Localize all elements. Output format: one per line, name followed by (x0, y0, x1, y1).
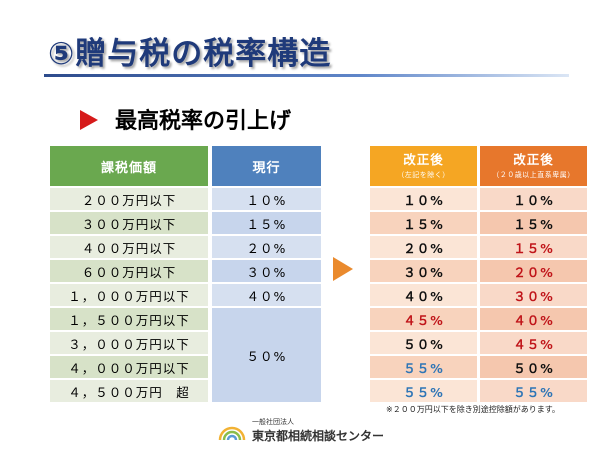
current-rate-cell: ４０% (212, 284, 321, 306)
revised-general-rate-cell: ３０% (370, 260, 480, 282)
amount-cell: ４，５００万円 超 (50, 380, 212, 402)
header-current-rate: 現行 (212, 146, 321, 186)
table-row: ３００万円以下 １５% (50, 212, 321, 234)
table-row: １５% １５% (370, 212, 587, 234)
revised-lineal-rate-cell: ５０% (480, 356, 587, 378)
revised-general-rate-cell: ２０% (370, 236, 480, 258)
header-taxable-amount: 課税価額 (50, 146, 212, 186)
table-row: ３０% ２０% (370, 260, 587, 282)
revised-general-rate-cell: １５% (370, 212, 480, 234)
table-row: １，５００万円以下 ５０% (50, 308, 321, 402)
revised-general-rate-cell: ４５% (370, 308, 480, 330)
current-rate-cell: １５% (212, 212, 321, 234)
header-revised-general: 改正後 （左記を除く） (370, 146, 480, 186)
table-row: ６００万円以下 ３０% (50, 260, 321, 282)
table-row: ４００万円以下 ２０% (50, 236, 321, 258)
footnote: ※２００万円以下を除き別途控除額があります。 (386, 405, 560, 414)
slide-subtitle: 最高税率の引上げ (115, 109, 292, 134)
amount-cell: １，５００万円以下 (50, 308, 212, 330)
table-row: ５０% ４５% (370, 332, 587, 354)
logo-org-type: 一般社団法人 (252, 418, 294, 426)
current-rate-merged-cell: ５０% (212, 308, 321, 402)
table-row: ４５% ４０% (370, 308, 587, 330)
table-row: ４，５００万円 超 (50, 380, 321, 402)
revised-general-rate-cell: ４０% (370, 284, 480, 306)
header-revised-general-sub: （左記を除く） (397, 170, 450, 179)
revised-general-rate-cell: ５０% (370, 332, 480, 354)
table-row: ２００万円以下 １０% (50, 188, 321, 210)
arrow-right-icon (333, 257, 353, 281)
table-row: １，０００万円以下 ４０% (50, 284, 321, 306)
revised-general-rate-cell: ５５% (370, 356, 480, 378)
revised-lineal-rate-cell: ４０% (480, 308, 587, 330)
revised-lineal-rate-cell: １０% (480, 188, 587, 210)
table-row: ４，０００万円以下 (50, 356, 321, 378)
table-row: １０% １０% (370, 188, 587, 210)
logo-org-name: 東京都相続相談センター (252, 429, 385, 443)
organization-logo: 一般社団法人 東京都相続相談センター (218, 416, 468, 446)
table-row: ２０% １５% (370, 236, 587, 258)
amount-cell: ３００万円以下 (50, 212, 212, 234)
revised-lineal-rate-cell: ５５% (480, 380, 587, 402)
revised-general-rate-cell: ５５% (370, 380, 480, 402)
revised-lineal-rate-cell: １５% (480, 236, 587, 258)
revised-general-rate-cell: １０% (370, 188, 480, 210)
sunrise-logo-icon (218, 426, 246, 441)
current-rate-cell: ２０% (212, 236, 321, 258)
revised-rate-table: 改正後 （左記を除く） 改正後 （２０歳以上直系卑属） １０% １０% １５% １５%… (370, 144, 587, 404)
revised-lineal-rate-cell: ２０% (480, 260, 587, 282)
amount-cell: ６００万円以下 (50, 260, 212, 282)
amount-cell: １，０００万円以下 (50, 284, 212, 306)
amount-cell: ３，０００万円以下 (50, 332, 212, 354)
table-row: ５５% ５０% (370, 356, 587, 378)
slide-title: ⑤贈与税の税率構造 (48, 36, 332, 72)
table-row: ３，０００万円以下 (50, 332, 321, 354)
current-rate-cell: １０% (212, 188, 321, 210)
table-row: ４０% ３０% (370, 284, 587, 306)
current-rate-cell: ３０% (212, 260, 321, 282)
title-underline (44, 74, 569, 77)
current-rate-table: 課税価額 現行 ２００万円以下 １０% ３００万円以下 １５% ４００万円以下 … (50, 144, 321, 404)
header-revised-lineal-sub: （２０歳以上直系卑属） (492, 170, 575, 179)
amount-cell: ２００万円以下 (50, 188, 212, 210)
amount-cell: ４００万円以下 (50, 236, 212, 258)
header-revised-general-title: 改正後 (403, 152, 444, 168)
triangle-right-icon (80, 110, 98, 130)
table-row: ５５% ５５% (370, 380, 587, 402)
revised-lineal-rate-cell: ４５% (480, 332, 587, 354)
amount-cell: ４，０００万円以下 (50, 356, 212, 378)
header-revised-lineal: 改正後 （２０歳以上直系卑属） (480, 146, 587, 186)
revised-lineal-rate-cell: ３０% (480, 284, 587, 306)
header-revised-lineal-title: 改正後 (513, 152, 554, 168)
revised-lineal-rate-cell: １５% (480, 212, 587, 234)
